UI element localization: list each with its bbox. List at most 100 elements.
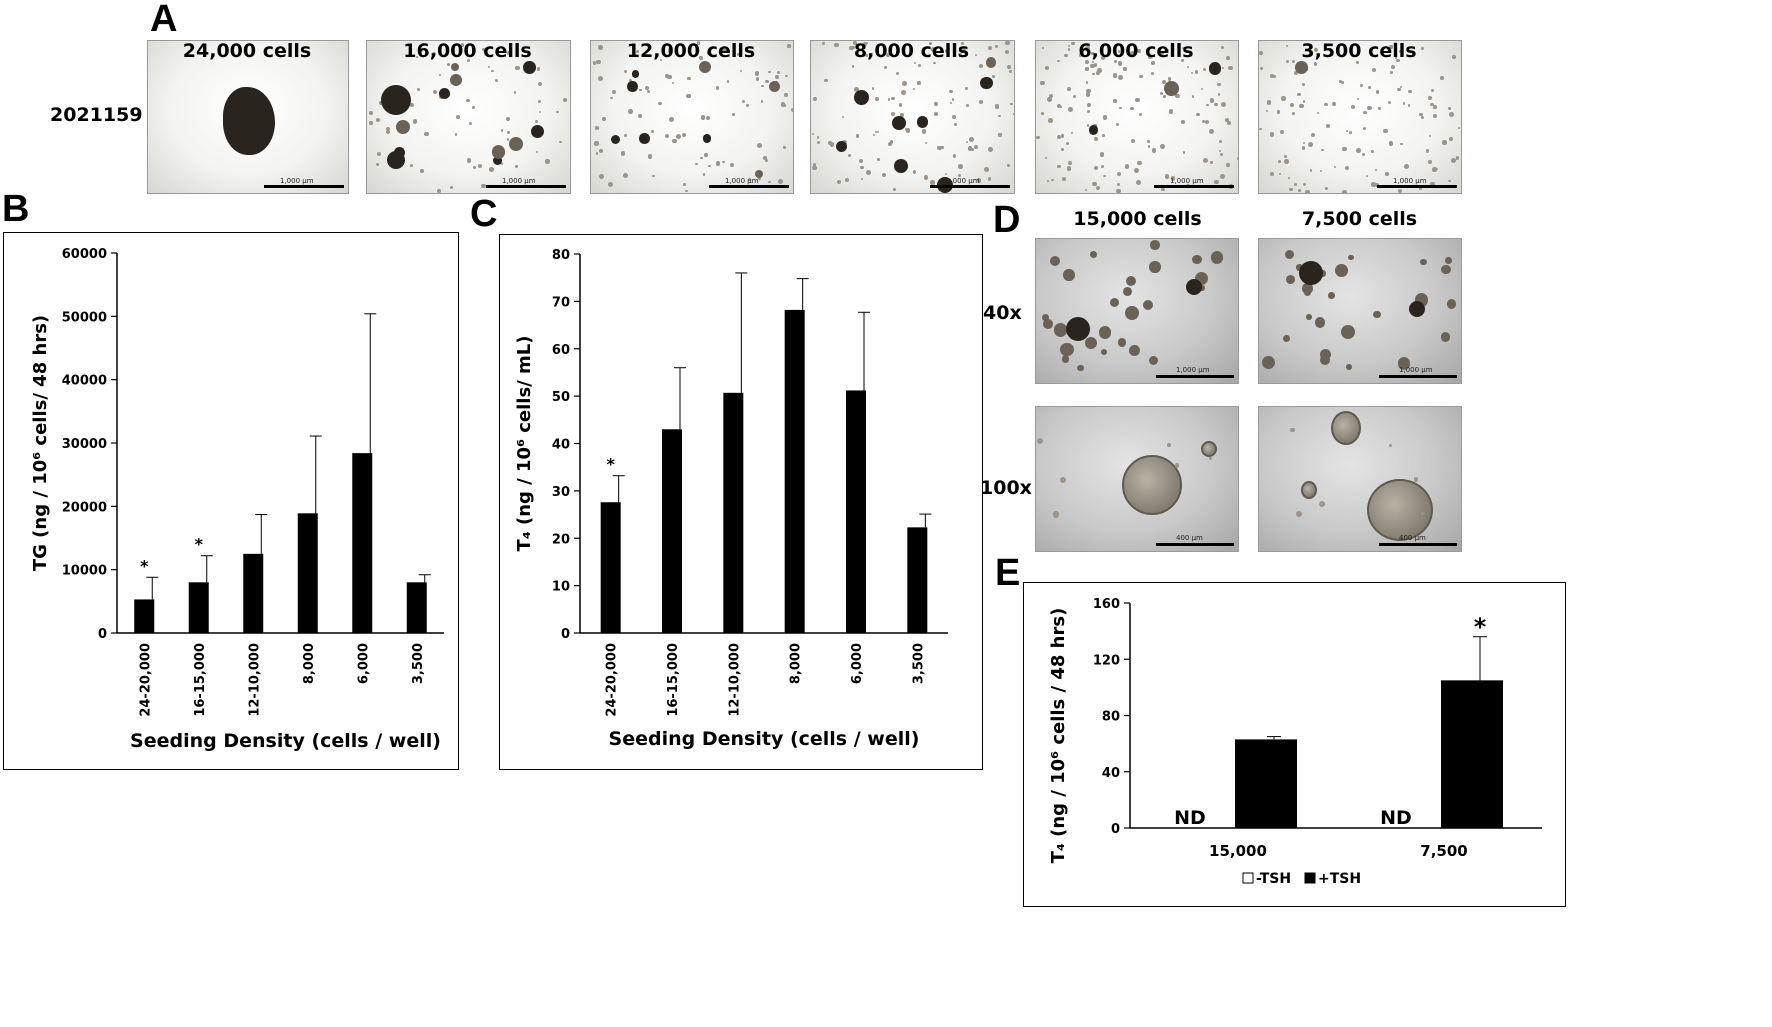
cell-speck bbox=[862, 41, 867, 47]
cell-line-label: 2021159 bbox=[50, 104, 143, 126]
cell-speck bbox=[1137, 49, 1142, 54]
cell-speck bbox=[1334, 166, 1337, 169]
cell-speck bbox=[1194, 69, 1199, 74]
cell-speck bbox=[987, 46, 992, 50]
x-tick-label: 24-20,000 bbox=[138, 643, 153, 717]
cell-speck bbox=[1160, 91, 1164, 95]
cell-speck bbox=[931, 47, 937, 52]
large-spheroid bbox=[387, 151, 405, 169]
organoid bbox=[1367, 479, 1433, 541]
not-detected-label: ND bbox=[1174, 807, 1206, 829]
cell-speck bbox=[834, 42, 839, 48]
spheroid bbox=[1319, 270, 1327, 277]
cell-speck bbox=[1226, 56, 1230, 60]
spheroid bbox=[1061, 355, 1070, 363]
cell-speck bbox=[1092, 181, 1097, 187]
cell-speck bbox=[536, 150, 539, 154]
cell-speck bbox=[1091, 60, 1094, 64]
scale-bar bbox=[486, 185, 566, 188]
cell-speck bbox=[899, 103, 903, 107]
cell-speck bbox=[1451, 158, 1456, 164]
cell-speck bbox=[1066, 141, 1070, 145]
cell-speck bbox=[1266, 110, 1269, 113]
cell-speck bbox=[1299, 103, 1304, 109]
significance-marker: * bbox=[1474, 613, 1487, 641]
cell-speck bbox=[1085, 81, 1089, 84]
cell-speck bbox=[1427, 160, 1432, 164]
cell-speck bbox=[812, 165, 818, 171]
cell-speck bbox=[622, 172, 628, 178]
cell-speck bbox=[1425, 148, 1430, 153]
cell-speck bbox=[598, 45, 604, 50]
cell-speck bbox=[599, 148, 603, 153]
cell-speck bbox=[774, 74, 779, 79]
cell-speck bbox=[431, 52, 436, 57]
cell-speck bbox=[1101, 133, 1105, 137]
cell-speck bbox=[1060, 148, 1064, 152]
cell-speck bbox=[1009, 70, 1012, 74]
cell-speck bbox=[375, 117, 380, 122]
cell-speck bbox=[1388, 141, 1393, 146]
cell-speck bbox=[787, 44, 791, 48]
cell-speck bbox=[958, 164, 963, 169]
cell-speck bbox=[891, 96, 895, 101]
cell-speck bbox=[1228, 65, 1233, 70]
cell-speck bbox=[466, 59, 470, 62]
spheroid bbox=[1283, 334, 1290, 342]
panel-letter-d: D bbox=[993, 199, 1021, 241]
cell-speck bbox=[765, 79, 769, 84]
bar-plus-tsh bbox=[1235, 739, 1297, 828]
cell-speck bbox=[1078, 52, 1084, 58]
bar-plus-tsh bbox=[1441, 680, 1503, 828]
x-tick-label: 12-10,000 bbox=[727, 643, 742, 717]
cell-speck bbox=[1221, 45, 1225, 50]
chart-c-frame: 0 10 20 30 40 50 60 70 80 * 24-20,000 16-15,000 12-1… bbox=[499, 234, 983, 770]
scale-bar-label: 1,000 µm bbox=[280, 177, 314, 185]
scale-bar bbox=[709, 185, 789, 188]
y-tick-label: 160 bbox=[1093, 597, 1120, 612]
y-tick-label: 80 bbox=[1102, 710, 1120, 725]
cell-speck bbox=[1389, 70, 1394, 75]
bar bbox=[907, 527, 928, 633]
spheroid bbox=[1100, 348, 1108, 355]
cell-speck bbox=[685, 190, 688, 193]
y-tick-label: 70 bbox=[552, 295, 570, 310]
cell-speck bbox=[1130, 138, 1136, 144]
cell-speck bbox=[1309, 169, 1313, 172]
spheroid bbox=[1284, 250, 1294, 260]
spheroid bbox=[769, 81, 781, 93]
small-organoid bbox=[1201, 441, 1217, 457]
cell-speck bbox=[1357, 97, 1360, 100]
cell-speck bbox=[1116, 171, 1121, 177]
cell-speck bbox=[1303, 141, 1306, 144]
cell-speck bbox=[998, 114, 1001, 118]
micrograph-d-r2c2: 400 µm bbox=[1258, 406, 1462, 552]
cell-speck bbox=[1428, 134, 1432, 138]
scale-bar-label: 1,000 µm bbox=[1393, 177, 1427, 185]
cell-speck bbox=[635, 49, 640, 53]
bar bbox=[188, 582, 209, 633]
spheroid bbox=[1110, 298, 1120, 308]
spheroid bbox=[491, 145, 505, 159]
cell-speck bbox=[1164, 174, 1170, 179]
cell-speck bbox=[1135, 97, 1140, 103]
cell-speck bbox=[491, 69, 494, 73]
cell-speck bbox=[1150, 61, 1155, 65]
cell-speck bbox=[780, 102, 786, 107]
cell-speck bbox=[741, 100, 745, 104]
cell-speck bbox=[851, 45, 855, 49]
cell-speck bbox=[1326, 124, 1331, 128]
spheroid bbox=[1150, 240, 1160, 250]
spheroid bbox=[631, 70, 640, 78]
cell-speck bbox=[889, 140, 894, 144]
cell-speck bbox=[945, 172, 948, 175]
y-tick-label: 60000 bbox=[62, 247, 107, 262]
cell-speck bbox=[1301, 82, 1306, 87]
cell-speck bbox=[385, 126, 391, 132]
cell-speck bbox=[1013, 121, 1014, 124]
scale-bar bbox=[1379, 375, 1457, 378]
bar bbox=[352, 453, 373, 633]
cell-speck bbox=[595, 125, 599, 130]
micrograph-a-5: 1,000 µm bbox=[1035, 40, 1239, 194]
cell-speck bbox=[1383, 128, 1389, 134]
